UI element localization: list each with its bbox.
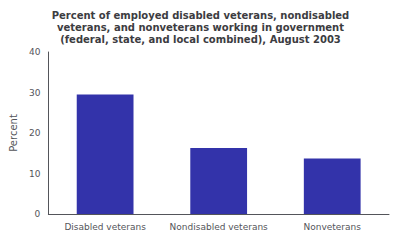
svg-text:Percent of employed disabled v: Percent of employed disabled veterans, n… [52,10,350,21]
svg-text:30: 30 [29,88,41,98]
svg-text:Nonveterans: Nonveterans [303,222,361,232]
svg-text:20: 20 [29,128,41,138]
svg-text:Percent: Percent [8,114,19,152]
svg-text:(federal, state, and local com: (federal, state, and local combined), Au… [60,34,341,45]
svg-text:Disabled veterans: Disabled veterans [64,222,146,232]
svg-text:veterans, and nonveterans work: veterans, and nonveterans working in gov… [57,22,344,33]
svg-text:10: 10 [29,169,41,179]
svg-text:0: 0 [35,209,41,219]
svg-text:Nondisabled veterans: Nondisabled veterans [170,222,269,232]
svg-text:40: 40 [29,47,41,57]
